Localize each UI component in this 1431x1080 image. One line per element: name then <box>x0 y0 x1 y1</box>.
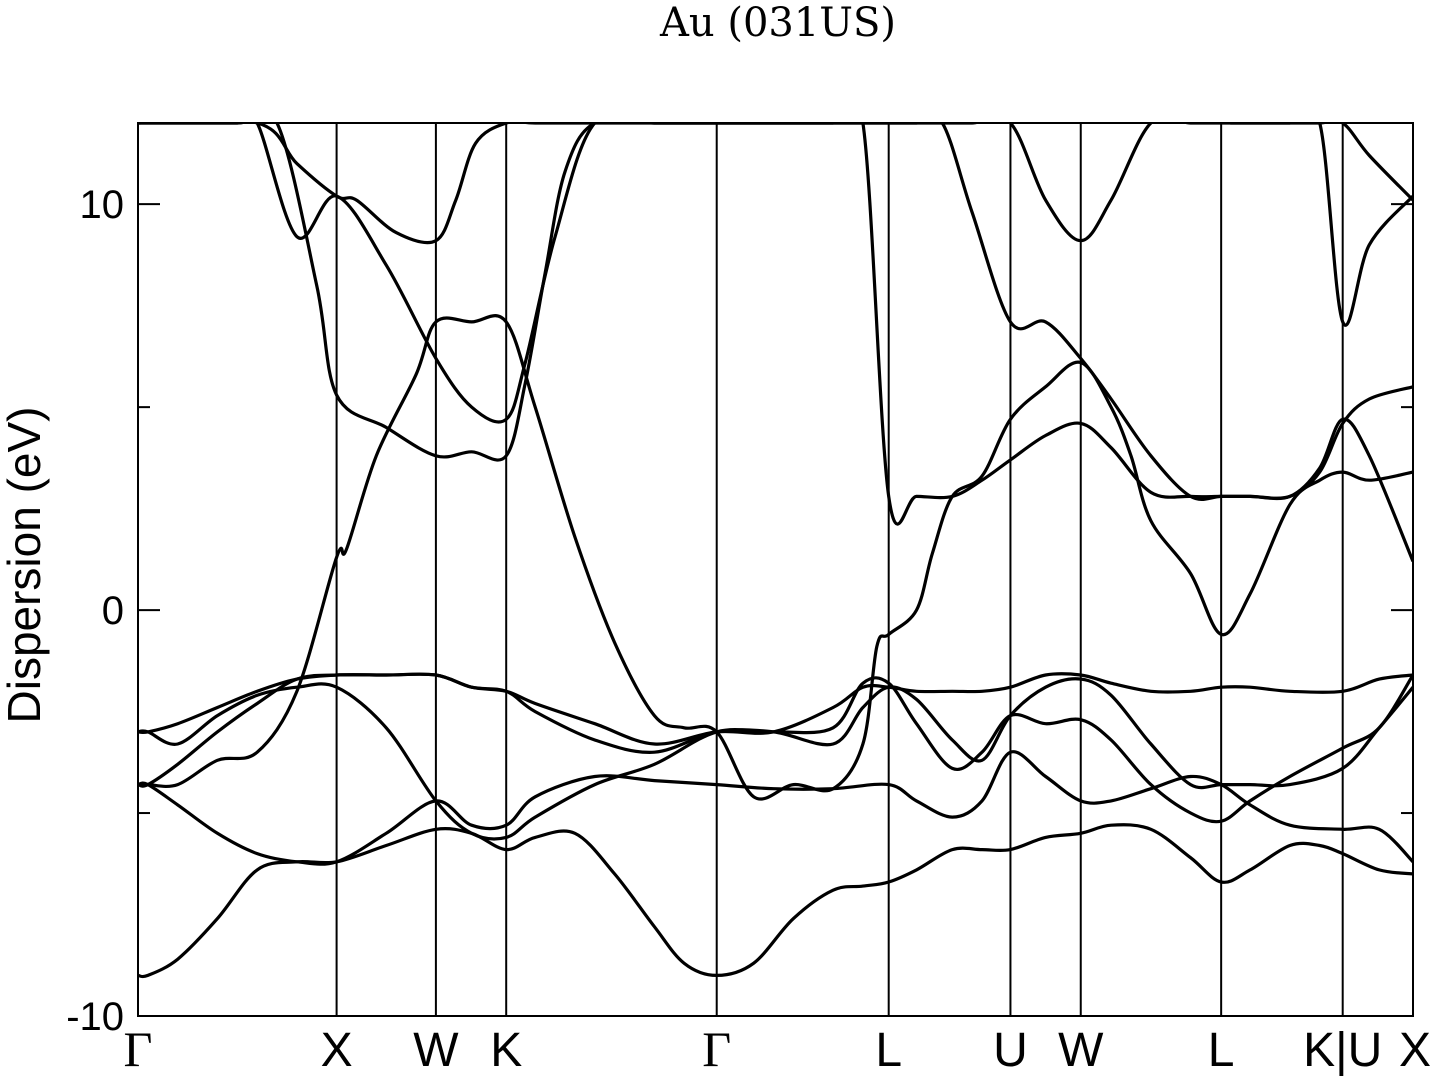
x-tick-label: K|U <box>1303 1024 1382 1077</box>
y-tick-label: 10 <box>80 183 125 227</box>
x-tick-label: Γ <box>124 1021 153 1077</box>
chart-title: Au (031US) <box>659 0 896 46</box>
x-tick-label: W <box>413 1024 459 1077</box>
x-tick-label: L <box>875 1024 902 1077</box>
x-tick-label: X <box>1399 1024 1431 1077</box>
band-line <box>138 314 1413 801</box>
y-tick-label: -10 <box>66 995 124 1039</box>
x-tick-label: Γ <box>702 1021 731 1077</box>
band-line <box>138 672 1413 746</box>
band-line <box>138 123 1413 501</box>
y-tick-label: 0 <box>102 589 124 633</box>
y-axis-label: Dispersion (eV) <box>0 407 50 724</box>
x-tick-label: K <box>490 1024 522 1077</box>
plot-frame <box>137 122 1414 1017</box>
x-tick-label: U <box>993 1024 1028 1077</box>
x-tick-label: W <box>1058 1024 1104 1077</box>
band-line <box>1230 123 1413 202</box>
band-line <box>138 674 1413 841</box>
x-tick-label: L <box>1208 1024 1235 1077</box>
x-tick-label: X <box>321 1024 353 1077</box>
